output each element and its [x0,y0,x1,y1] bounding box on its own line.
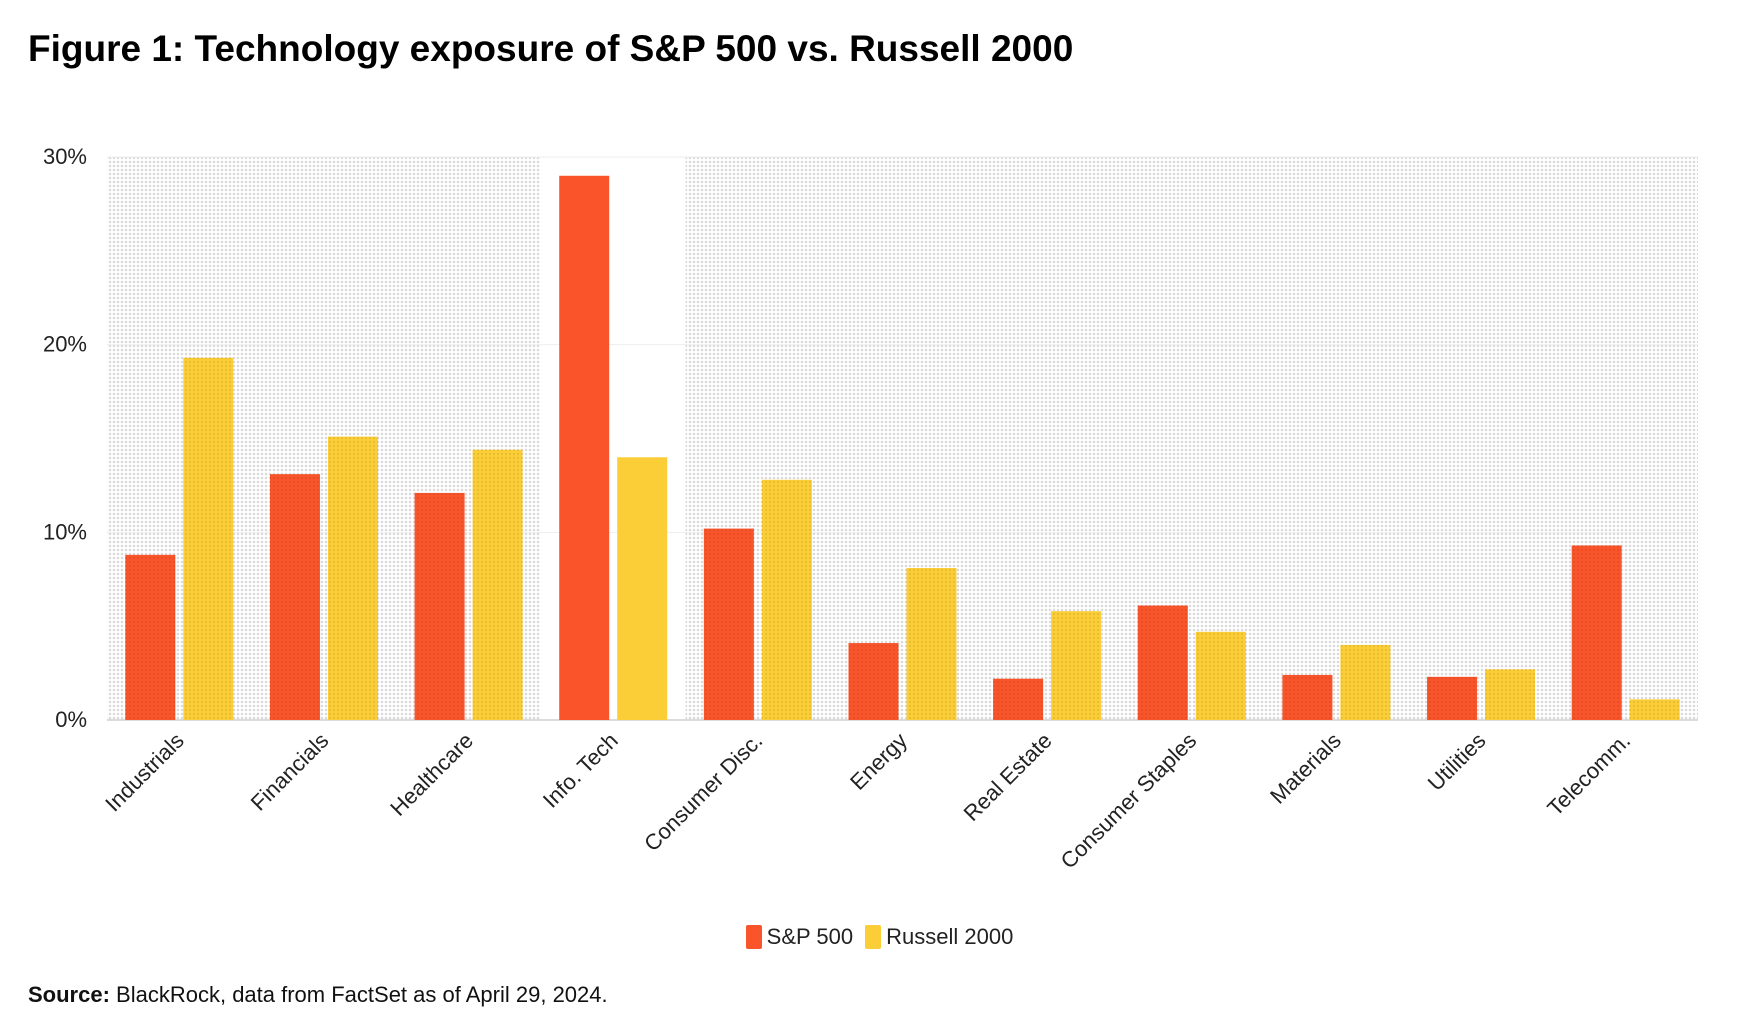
source-note: Source: BlackRock, data from FactSet as … [28,982,608,1008]
bar-russell2000-info-tech [617,457,668,720]
legend-item-russell2000: Russell 2000 [865,924,1013,950]
bar-sp500-info-tech [559,175,610,720]
source-label: Source: [28,982,110,1007]
chart-title: Figure 1: Technology exposure of S&P 500… [28,28,1074,69]
x-tick-label: Healthcare [385,728,478,821]
bar-texture [1340,644,1391,720]
bar-texture [1137,605,1188,720]
bar-texture [906,567,957,720]
legend: S&P 500 Russell 2000 [0,924,1759,950]
legend-label-russell2000: Russell 2000 [886,924,1014,949]
y-tick-label: 0% [55,707,87,732]
legend-swatch-russell2000 [865,925,882,949]
y-tick-label: 30% [43,144,87,169]
source-text: BlackRock, data from FactSet as of April… [116,982,608,1007]
bar-texture [472,449,523,720]
bar-texture [1051,611,1102,720]
x-tick-label: Financials [246,728,334,816]
y-tick-label: 20% [43,332,87,357]
x-tick-label: Telecomm. [1542,728,1635,821]
bar-texture [269,474,320,720]
x-tick-label: Consumer Disc. [639,728,767,856]
bar-texture [1427,676,1478,720]
bar-texture [1195,631,1246,720]
x-tick-label: Consumer Staples [1056,728,1202,874]
y-axis-ticks: 0% 10% 20% 30% [43,144,87,732]
bar-texture [1485,669,1536,720]
bar-texture [183,357,234,720]
x-tick-label: Real Estate [959,728,1057,826]
x-tick-label: Info. Tech [538,728,623,813]
bar-texture [993,678,1044,720]
legend-swatch-sp500 [745,925,762,949]
legend-item-sp500: S&P 500 [745,924,854,950]
bar-texture [327,436,378,720]
x-tick-label: Materials [1265,728,1346,809]
bar-texture [1571,545,1622,720]
bar-texture [125,554,176,720]
x-axis-ticks: Industrials Financials Healthcare Info. Tec… [100,728,1635,874]
y-tick-label: 10% [43,519,87,544]
bar-texture [703,528,754,720]
bar-texture [1629,699,1680,720]
x-tick-label: Energy [845,728,912,795]
x-tick-label: Industrials [100,728,189,817]
bar-texture [414,492,465,720]
bar-texture [1282,674,1333,720]
x-tick-label: Utilities [1423,728,1491,796]
bar-texture [848,643,899,720]
bar-texture [761,479,812,720]
bars [125,175,1680,720]
legend-label-sp500: S&P 500 [766,924,854,949]
